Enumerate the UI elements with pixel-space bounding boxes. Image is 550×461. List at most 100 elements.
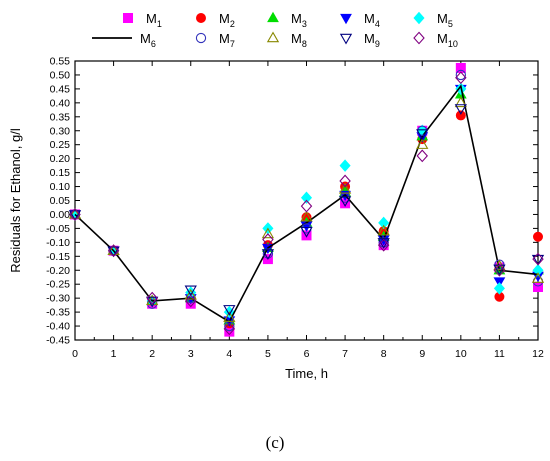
data-point-M9 xyxy=(184,285,197,297)
data-point-M10 xyxy=(532,252,544,266)
legend-item-M7: M7 xyxy=(195,31,235,49)
data-point-M10 xyxy=(377,238,390,252)
legend-label-subscript: 10 xyxy=(448,39,458,49)
x-tick-labels: 0 1 2 3 4 5 6 7 8 9 10 11 12 xyxy=(72,348,544,360)
data-point-M8 xyxy=(531,272,545,283)
legend-label: M10 xyxy=(437,31,458,49)
data-point-M9 xyxy=(107,246,120,258)
data-point-M5 xyxy=(378,216,390,230)
data-point-M10 xyxy=(300,199,313,213)
data-point-M1 xyxy=(533,281,544,292)
legend-swatch-marker xyxy=(339,33,353,45)
data-point-M7 xyxy=(455,69,466,81)
y-tick-labels: -0.45 -0.40 -0.35 -0.30 -0.25 -0.20 -0.15 -0.10… xyxy=(46,56,70,347)
legend-label-subscript: 5 xyxy=(448,19,453,29)
plot-area-frame xyxy=(74,60,539,341)
data-point-M9 xyxy=(223,305,236,316)
data-point-M5 xyxy=(339,159,351,172)
legend-label: M2 xyxy=(219,11,235,29)
y-tick-label: -0.25 xyxy=(46,279,70,291)
y-tick-label: -0.35 xyxy=(46,307,70,319)
series-M8 xyxy=(68,96,545,322)
legend-item-M9: M9 xyxy=(339,31,380,49)
legend-swatch-marker xyxy=(413,31,425,45)
x-tick-label: 3 xyxy=(188,348,194,360)
y-tick-label: -0.05 xyxy=(46,223,70,235)
legend-item-M10: M10 xyxy=(413,31,458,49)
y-axis-title: Residuals for Ethanol, g/l xyxy=(8,128,23,273)
x-tick-label: 1 xyxy=(111,348,117,360)
data-point-M8 xyxy=(223,311,236,322)
data-point-M8 xyxy=(184,288,197,300)
data-point-M10 xyxy=(223,322,236,336)
legend-label-subscript: 7 xyxy=(230,39,235,49)
data-point-M9 xyxy=(146,296,159,308)
y-tick-label: 0.25 xyxy=(50,139,71,151)
series-line-M6 xyxy=(74,84,539,323)
legend-swatch-marker xyxy=(413,11,425,25)
data-point-M10 xyxy=(262,233,274,246)
x-tick-label: 2 xyxy=(149,348,155,360)
legend-label-subscript: 1 xyxy=(157,19,162,29)
x-tick-label: 4 xyxy=(226,348,232,360)
data-point-M8 xyxy=(300,210,313,222)
data-point-M8 xyxy=(261,227,275,239)
y-tick-label: 0.15 xyxy=(50,167,71,179)
legend-swatch-marker xyxy=(267,11,279,23)
y-tick-label: 0.20 xyxy=(50,153,71,165)
data-point-M9 xyxy=(300,226,313,238)
y-tick-label: 0.45 xyxy=(50,83,71,95)
data-point-M9 xyxy=(338,196,352,208)
legend-label-subscript: 9 xyxy=(375,39,380,49)
legend-item-M1: M1 xyxy=(123,11,162,29)
y-tick-label: -0.30 xyxy=(46,293,70,305)
legend-swatch-marker xyxy=(123,12,134,23)
series-M6 xyxy=(74,84,539,323)
legend-item-M4: M4 xyxy=(340,11,380,29)
legend-label-subscript: 2 xyxy=(230,19,235,29)
y-tick-label: -0.40 xyxy=(46,321,70,333)
y-tick-label: -0.15 xyxy=(46,251,70,263)
data-point-M5 xyxy=(493,282,505,295)
legend-label-subscript: 3 xyxy=(302,19,307,29)
x-tick-label: 6 xyxy=(304,348,310,360)
legend-label: M9 xyxy=(364,31,380,49)
y-tick-label: 0.55 xyxy=(50,56,71,68)
data-point-M10 xyxy=(185,294,197,308)
legend-item-M5: M5 xyxy=(413,11,453,29)
data-point-M8 xyxy=(338,182,352,194)
series-M10 xyxy=(69,71,544,336)
figure-caption: (c) xyxy=(266,433,285,452)
data-point-M9 xyxy=(454,104,467,115)
x-tick-label: 9 xyxy=(419,348,425,360)
x-tick-label: 7 xyxy=(342,348,348,360)
legend-label: M1 xyxy=(146,11,162,29)
series-M4 xyxy=(69,84,544,327)
data-point-M5 xyxy=(532,264,544,277)
y-tick-label: 0.35 xyxy=(50,111,71,123)
legend-item-M8: M8 xyxy=(266,31,307,49)
legend-label: M7 xyxy=(219,31,235,49)
x-axis-title: Time, h xyxy=(285,366,328,381)
legend-label: M4 xyxy=(364,11,380,29)
x-tick-label: 0 xyxy=(72,348,78,360)
data-point-M10 xyxy=(339,174,351,188)
x-tick-label: 10 xyxy=(455,348,467,360)
data-point-M5 xyxy=(300,191,313,204)
y-tick-label: -0.20 xyxy=(46,265,70,277)
y-tick-label: 0.30 xyxy=(50,125,71,137)
series-M3 xyxy=(69,88,544,325)
data-point-M10 xyxy=(455,71,467,85)
y-tick-label: -0.45 xyxy=(46,335,70,347)
x-tick-label: 5 xyxy=(265,348,271,360)
series-M9 xyxy=(68,104,545,316)
data-series-layer xyxy=(68,62,545,337)
legend-label: M3 xyxy=(291,11,307,29)
data-point-M10 xyxy=(69,208,81,221)
y-tick-label: -0.10 xyxy=(46,237,70,249)
data-point-M2 xyxy=(455,110,466,121)
legend-label: M8 xyxy=(291,31,307,49)
data-point-M9 xyxy=(68,210,82,221)
x-tick-label: 12 xyxy=(532,348,544,360)
